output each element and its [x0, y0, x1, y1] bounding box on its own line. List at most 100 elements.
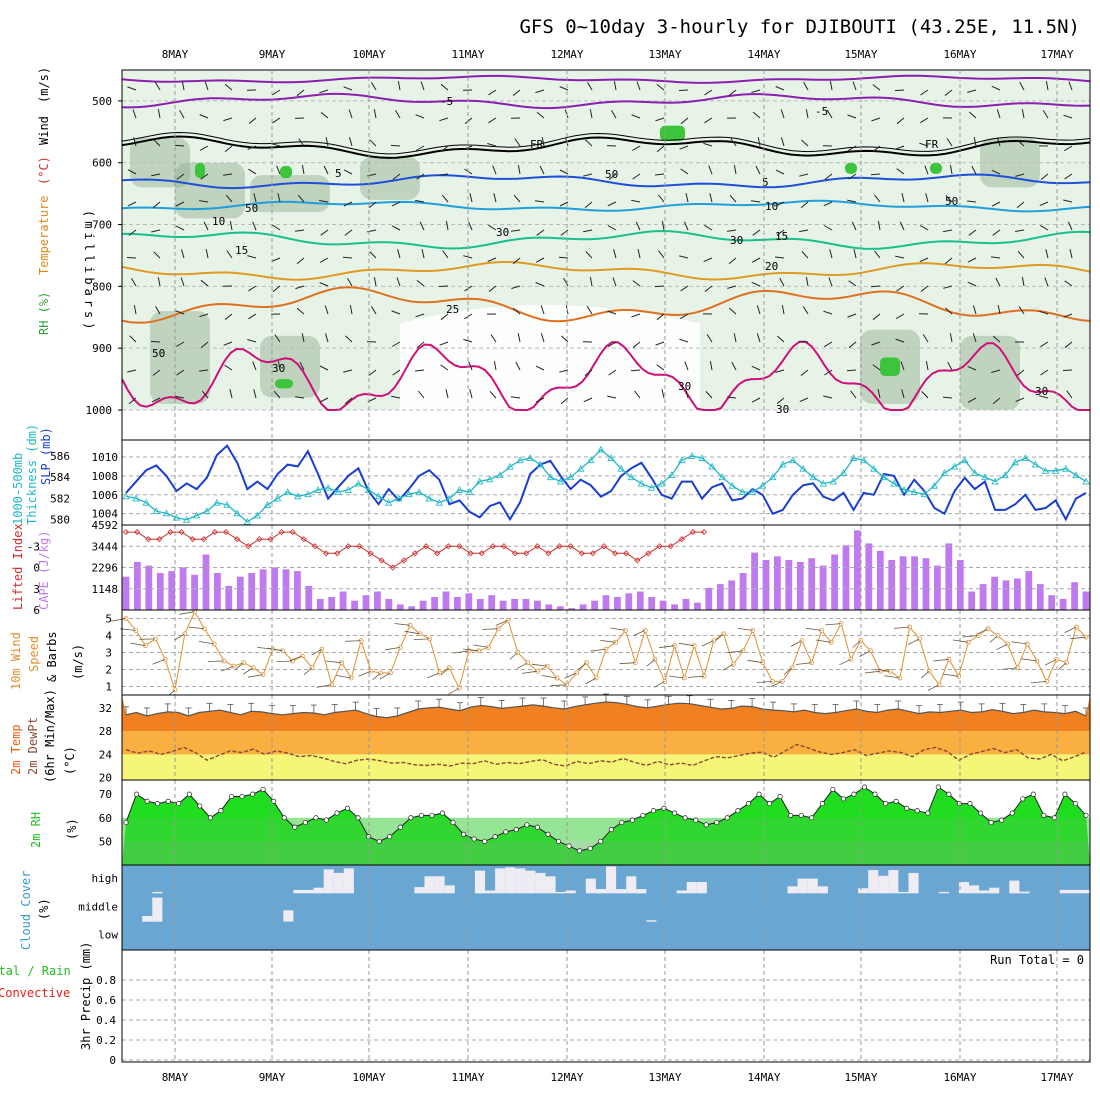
wind-barb-10m	[864, 670, 881, 674]
cloud-clear-bar	[525, 870, 536, 894]
wind-barb	[972, 305, 977, 315]
wind-barb	[369, 251, 377, 259]
wind-barb-10m	[198, 641, 215, 645]
thickness-point	[415, 488, 423, 495]
wind-barb	[1045, 249, 1049, 259]
slp-thickness-panel: 586 584 582 580 1010 1008 1006 1004	[50, 439, 1091, 527]
wind-barb	[558, 256, 569, 259]
cape-bar	[934, 565, 941, 610]
wind-barb	[630, 369, 641, 372]
wind-barb	[823, 225, 833, 231]
rh-point	[429, 812, 435, 818]
lifted-index-point	[411, 550, 419, 557]
wind-barb-10m	[427, 672, 440, 679]
wind-barb	[776, 335, 785, 343]
wind-barb	[200, 173, 209, 180]
wind-barb-10m	[311, 648, 323, 656]
wind-barb	[607, 395, 617, 399]
wind-tick-label: 3	[105, 647, 112, 660]
wind-barb	[344, 229, 353, 236]
slp-tick-label: 1004	[92, 508, 119, 521]
wind-barb-10m	[927, 684, 940, 691]
lifted-index-point	[267, 536, 274, 543]
wind-barb	[992, 229, 1001, 236]
rh-point	[650, 808, 657, 814]
wind-speed-point	[868, 648, 873, 654]
wind-barb	[224, 364, 233, 371]
wind-barb-10m	[653, 681, 665, 688]
cloud-clear-bar	[434, 876, 445, 894]
wind-barb	[276, 165, 281, 175]
wind-barb	[780, 109, 785, 119]
wind-barb	[992, 397, 1001, 405]
thickness-point	[435, 498, 443, 506]
wind-barb-10m	[1021, 658, 1038, 662]
wind-barb	[656, 145, 665, 153]
cape-bar	[522, 598, 530, 610]
wind-barb	[727, 396, 737, 399]
wind-barb	[612, 277, 617, 287]
wind-barb	[706, 334, 713, 343]
wind-barb	[297, 194, 305, 203]
temp-band	[122, 754, 1090, 780]
wind-barb-10m	[1031, 681, 1047, 684]
cape-bar	[1014, 578, 1021, 610]
wind-barb-10m	[722, 664, 734, 671]
cape-bar	[819, 565, 827, 610]
wind-tick-label: 5	[105, 613, 112, 626]
thickness-line	[125, 448, 1087, 523]
wind-barb	[946, 138, 953, 147]
xtick-label-bottom: 8MAY	[162, 1071, 189, 1084]
wind-barb-10m	[221, 665, 234, 672]
lifted-index-point	[156, 536, 163, 543]
cloud-clear-bar	[343, 868, 354, 894]
rh-point	[925, 810, 931, 816]
cape-bar	[716, 584, 724, 610]
wind-barb	[272, 224, 281, 231]
wind-barb	[1067, 221, 1073, 231]
cloud-clear-bar	[616, 889, 627, 894]
thickness-point	[253, 511, 262, 519]
wind-barb-10m	[358, 670, 372, 677]
cape-bar	[534, 600, 541, 610]
lifted-index-point	[434, 550, 441, 557]
wind-barb	[846, 369, 857, 372]
thickness-point	[860, 456, 868, 464]
wind-barb	[440, 145, 449, 153]
wind-barb	[535, 200, 545, 203]
wind-barb	[829, 249, 833, 259]
lifted-index-point	[334, 550, 341, 557]
wind-barb	[343, 369, 353, 373]
wind-barb	[517, 333, 521, 343]
wind-barb	[802, 306, 809, 315]
temp-contour	[121, 261, 1091, 281]
temp-contour	[121, 173, 1091, 190]
thickness-point	[950, 462, 959, 470]
wind-barb-10m	[110, 618, 127, 622]
upper-ylabel-millibars: (millibars)	[82, 210, 96, 333]
rh-point	[661, 805, 667, 811]
cape-bar	[979, 584, 987, 610]
wind-barb	[175, 201, 185, 207]
wind-barb	[319, 200, 329, 203]
wind-barb	[655, 341, 665, 346]
thickness-point	[486, 475, 494, 483]
run-total: Run Total = 0	[990, 953, 1084, 967]
wind-barb	[489, 390, 497, 399]
thickness-point	[556, 477, 565, 485]
lifted-index-point	[589, 550, 596, 557]
wind-barb-10m	[859, 650, 871, 657]
lifted-index-point	[211, 529, 218, 536]
lifted-index-point	[245, 543, 252, 550]
rh-high-patch	[845, 162, 857, 174]
wind-barb	[853, 249, 857, 259]
thickness-point	[920, 490, 928, 498]
wind-barb	[487, 257, 497, 262]
cape-bar	[602, 595, 610, 610]
lifted-index-point	[700, 529, 708, 536]
wind-barb-10m	[521, 670, 538, 674]
wind-barb	[899, 221, 905, 231]
cloud-clear-bar	[858, 888, 869, 894]
thickness-point	[728, 481, 736, 489]
wind-barb	[319, 397, 329, 403]
